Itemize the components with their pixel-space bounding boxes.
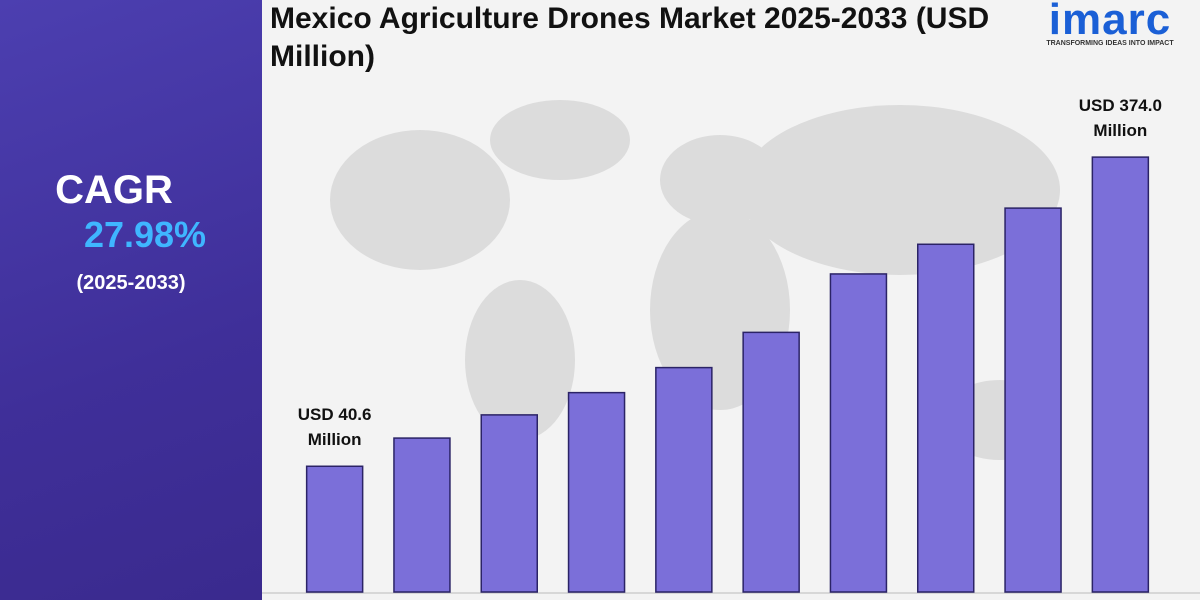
value-label: USD 40.6 Million: [297, 405, 372, 450]
value-label: USD 374.0 Million: [1078, 96, 1162, 141]
bar: [480, 414, 538, 593]
bar: [393, 437, 451, 593]
chart-title: Mexico Agriculture Drones Market 2025-20…: [270, 2, 990, 73]
bar: [1091, 156, 1150, 593]
cagr-label: CAGR: [55, 168, 173, 212]
logo: imarc TRANSFORMING IDEAS INTO IMPACT: [1030, 0, 1190, 47]
bar: [829, 273, 888, 593]
cagr-period: (2025-2033): [76, 272, 186, 294]
bar: [305, 465, 364, 593]
bar: [742, 331, 800, 593]
bar: [655, 366, 713, 593]
brand: imarc: [1048, 0, 1172, 44]
tagline: TRANSFORMING IDEAS INTO IMPACT: [1046, 40, 1174, 47]
cagr-value: 27.98%: [83, 214, 207, 255]
bar: [917, 243, 975, 593]
side-panel: [0, 0, 262, 600]
bar: [1004, 207, 1062, 593]
bar: [567, 391, 626, 593]
